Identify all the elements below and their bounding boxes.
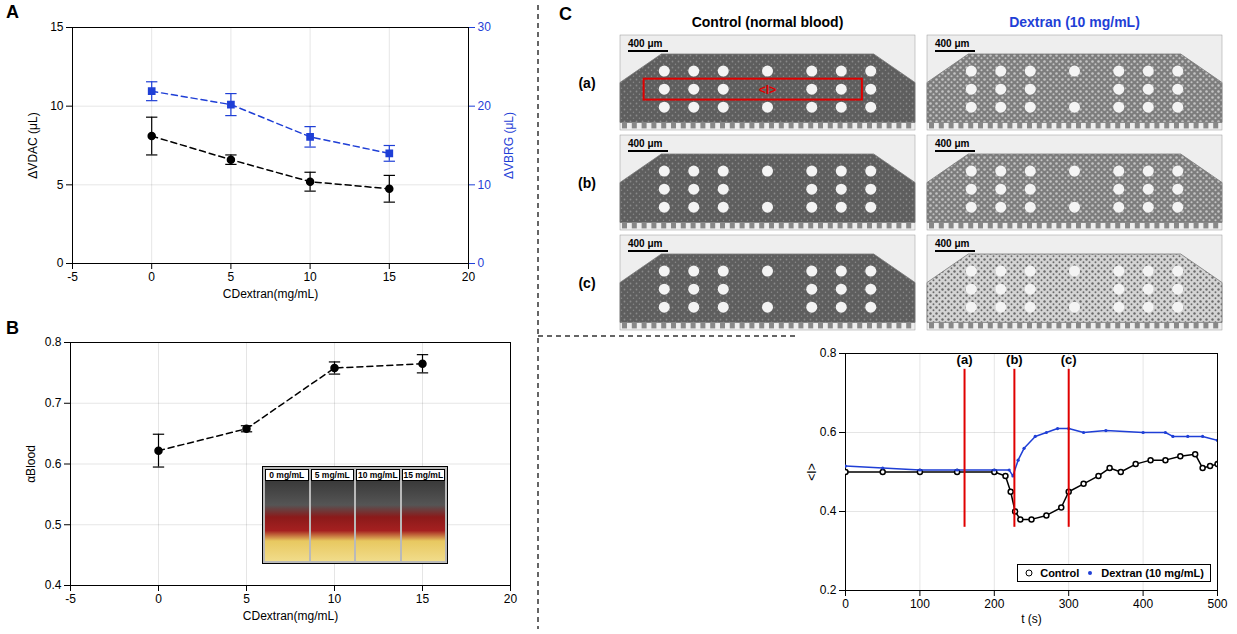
svg-text:(c): (c) [1061,352,1077,367]
html-text:Control: Control [1040,567,1080,579]
svg-text:0: 0 [148,270,155,284]
svg-text:10: 10 [303,270,317,284]
svg-text:Control (normal blood): Control (normal blood) [692,14,844,30]
svg-text:400: 400 [1133,597,1153,611]
svg-text:CDextran(mg/mL): CDextran(mg/mL) [223,287,318,301]
html-text:15 mg/mL: 15 mg/mL [403,470,444,480]
svg-text:0.4: 0.4 [45,578,62,592]
svg-text:0.8: 0.8 [45,335,62,349]
svg-text:30: 30 [478,20,492,34]
svg-text:C: C [559,4,572,24]
svg-text:(a): (a) [957,352,973,367]
svg-text:400 μm: 400 μm [628,138,663,149]
svg-text:10: 10 [328,592,342,606]
svg-text:(c): (c) [578,275,595,291]
html-text:Dextran (10 mg/mL): Dextran (10 mg/mL) [1101,567,1204,579]
html-text:A: A [6,2,19,22]
svg-text:0.6: 0.6 [45,457,62,471]
svg-text:-5: -5 [67,270,78,284]
svg-text:0: 0 [478,256,485,270]
svg-text:0: 0 [155,592,162,606]
svg-text:10: 10 [50,99,64,113]
svg-text:400 μm: 400 μm [935,238,970,249]
svg-text:(b): (b) [578,175,596,191]
svg-text:0.6: 0.6 [820,425,837,439]
svg-text:15: 15 [50,20,64,34]
svg-text:20: 20 [478,99,492,113]
svg-text:400 μm: 400 μm [628,238,663,249]
svg-text:-5: -5 [65,592,76,606]
svg-text:400 μm: 400 μm [935,138,970,149]
svg-text:15: 15 [416,592,430,606]
svg-text:20: 20 [504,592,518,606]
svg-text:CDextran(mg/mL): CDextran(mg/mL) [243,609,338,623]
svg-text:20: 20 [462,270,476,284]
svg-text:<I>: <I> [759,83,776,97]
svg-text:0.8: 0.8 [820,346,837,360]
svg-text:αBlood: αBlood [24,445,38,483]
svg-text:0.2: 0.2 [820,583,837,597]
svg-text:200: 200 [984,597,1004,611]
svg-text:(b): (b) [1006,352,1023,367]
svg-text:5: 5 [243,592,250,606]
svg-text:5: 5 [57,178,64,192]
svg-text:300: 300 [1059,597,1079,611]
html-text:B: B [6,318,19,338]
svg-text:ΔVDAC (μL): ΔVDAC (μL) [26,112,40,178]
svg-text:0.5: 0.5 [45,518,62,532]
html-text:5 mg/mL: 5 mg/mL [314,470,350,480]
svg-text:400 μm: 400 μm [935,38,970,49]
html-text:10 mg/mL: 10 mg/mL [357,470,398,480]
svg-text:5: 5 [228,270,235,284]
svg-text:10: 10 [478,178,492,192]
svg-text:100: 100 [910,597,930,611]
svg-text:400 μm: 400 μm [628,38,663,49]
svg-text:<I>: <I> [805,463,819,480]
html-text:0 mg/mL: 0 mg/mL [269,470,305,480]
svg-text:ΔVBRG (μL): ΔVBRG (μL) [502,112,516,179]
svg-text:500: 500 [1207,597,1227,611]
svg-text:Dextran (10 mg/mL): Dextran (10 mg/mL) [1009,14,1140,30]
svg-text:0.7: 0.7 [45,396,62,410]
svg-text:15: 15 [383,270,397,284]
svg-text:0: 0 [57,256,64,270]
svg-text:0: 0 [842,597,849,611]
svg-text:0.4: 0.4 [820,504,837,518]
svg-text:(a): (a) [578,75,595,91]
svg-text:t (s): t (s) [1021,612,1042,626]
